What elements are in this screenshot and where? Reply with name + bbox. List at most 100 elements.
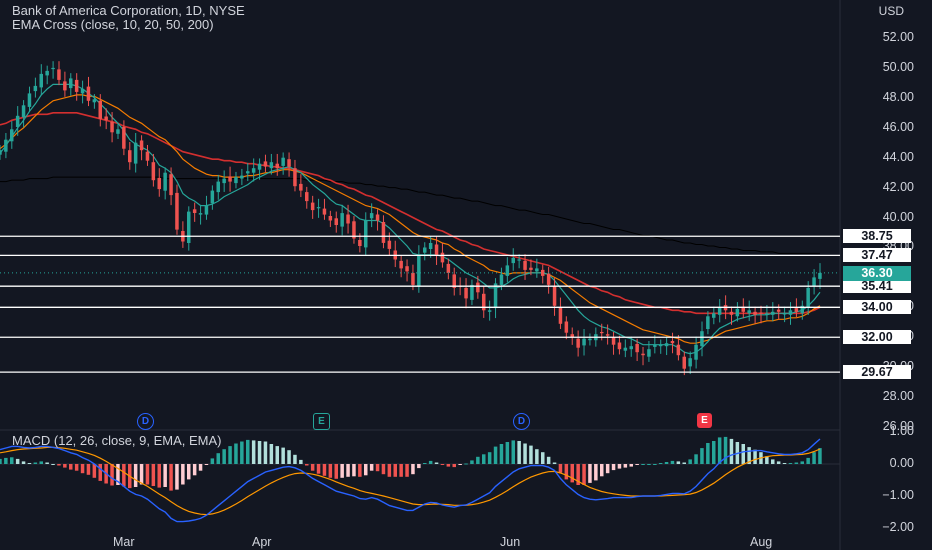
candle-body [546, 273, 551, 285]
price-tick-label: 46.00 [882, 119, 914, 134]
candle-body [33, 85, 38, 92]
dividend-marker[interactable]: D [137, 413, 154, 430]
candle-body [464, 287, 468, 299]
candle-body [647, 349, 651, 357]
macd-histogram-bar [27, 463, 32, 464]
candle-body [216, 181, 220, 193]
candle-body [92, 99, 97, 103]
macd-histogram-bar [741, 444, 745, 464]
macd-histogram-bar [594, 464, 598, 481]
macd-tick-label: 0.00 [889, 456, 914, 470]
macd-histogram-bar [771, 459, 775, 464]
macd-histogram-bar [169, 464, 173, 491]
candle-body [717, 307, 722, 315]
candle-body [0, 150, 2, 155]
level-label: 38.75 [843, 229, 911, 244]
macd-histogram-bar [63, 464, 67, 468]
candle-body [69, 78, 73, 89]
candle-body [411, 272, 415, 285]
macd-histogram-bar [74, 464, 79, 471]
macd-histogram-bar [641, 464, 645, 465]
candle-body [776, 309, 781, 312]
candle-body [240, 175, 244, 179]
candle-body [322, 208, 327, 215]
macd-histogram-bar [198, 464, 203, 471]
candle-body [346, 214, 350, 224]
macd-histogram-bar [629, 464, 633, 467]
macd-histogram-bar [788, 463, 793, 464]
macd-histogram-bar [464, 463, 468, 465]
candle-body [151, 162, 156, 181]
candle-body [759, 312, 763, 314]
macd-histogram-bar [299, 459, 303, 464]
candle-body [794, 308, 799, 312]
macd-tick-label: 1.00 [889, 424, 914, 438]
macd-histogram-bar [269, 444, 274, 464]
candle-body [617, 342, 622, 350]
macd-histogram-bar [145, 464, 150, 485]
dividend-marker[interactable]: D [513, 413, 530, 430]
candle-body [505, 265, 510, 276]
candle-body [664, 343, 669, 347]
macd-histogram-bar [552, 462, 557, 464]
macd-histogram-bar [694, 454, 698, 464]
candle-body [98, 100, 102, 119]
candle-body [446, 263, 451, 273]
symbol-title[interactable]: Bank of America Corporation, 1D, NYSE [12, 3, 245, 18]
candle-body [588, 338, 592, 341]
macd-histogram-bar [546, 456, 551, 464]
price-tick-label: 26.00 [882, 419, 914, 433]
ema-cross-legend[interactable]: EMA Cross (close, 10, 20, 50, 200) [12, 17, 214, 32]
macd-histogram-bar [352, 464, 356, 477]
macd-histogram-bar [375, 464, 380, 472]
macd-histogram-bar [175, 464, 179, 490]
candle-body [10, 129, 14, 142]
earnings-green-marker[interactable]: E [313, 413, 330, 430]
macd-layer [0, 436, 840, 523]
level-layer [0, 235, 840, 373]
macd-histogram-bar [688, 459, 692, 464]
macd-histogram-bar [305, 464, 309, 466]
candle-body [753, 311, 757, 315]
macd-histogram-bar [411, 464, 415, 475]
currency-label[interactable]: USD [878, 4, 904, 18]
earnings-red-marker[interactable]: E [697, 413, 712, 428]
grid-layer [0, 0, 841, 550]
candle-body [812, 277, 816, 286]
date-tick-label: Apr [252, 535, 272, 549]
macd-legend[interactable]: MACD (12, 26, close, 9, EMA, EMA) [12, 433, 222, 448]
macd-histogram-bar [670, 460, 675, 464]
candle-body [204, 205, 209, 215]
macd-histogram-bar [210, 458, 215, 464]
candle-body [399, 260, 403, 269]
macd-histogram-bar [794, 462, 799, 464]
macd-histogram-bar [529, 445, 533, 464]
candle-body [517, 259, 521, 261]
candle-body [375, 214, 380, 221]
macd-histogram-bar [358, 464, 362, 477]
macd-histogram-bar [281, 447, 285, 464]
macd-histogram-bar [263, 441, 268, 464]
macd-line [0, 438, 821, 523]
macd-histogram-bar [275, 446, 279, 464]
candle-body [21, 105, 26, 118]
candle-body [576, 338, 580, 348]
candle-body [39, 73, 43, 88]
candle-body [305, 192, 309, 202]
macd-histogram-bar [234, 443, 238, 464]
macd-histogram-bar [558, 464, 563, 473]
macd-histogram-bar [334, 464, 338, 479]
macd-histogram-bar [700, 448, 704, 464]
macd-histogram-bar [782, 463, 787, 464]
macd-tick-label: −2.00 [882, 520, 914, 534]
candle-body [316, 207, 321, 209]
macd-histogram-bar [310, 464, 315, 471]
candle-body [741, 306, 745, 312]
candle-body [782, 313, 787, 315]
macd-histogram-bar [729, 438, 734, 464]
macd-histogram-bar [658, 463, 663, 464]
candle-body [452, 274, 456, 288]
candle-body [611, 337, 616, 345]
